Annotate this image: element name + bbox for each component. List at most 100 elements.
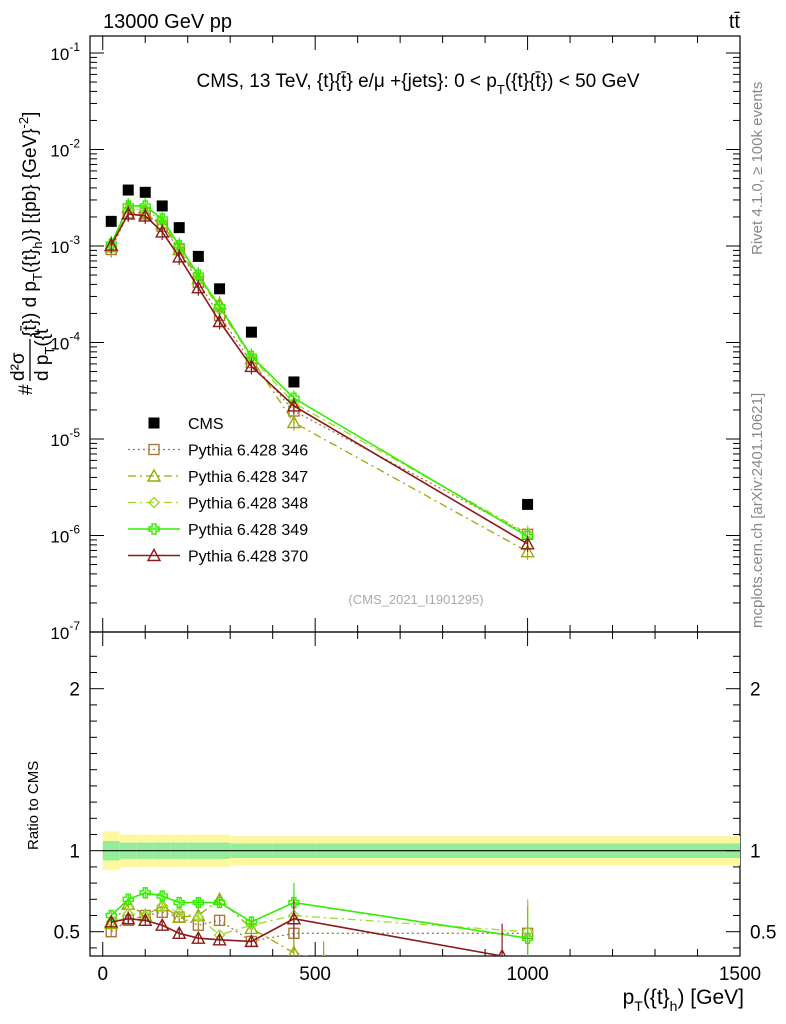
ylabel-frac-den: d pT({t xyxy=(32,328,57,381)
ylabel-frac-num: d²σ xyxy=(8,352,29,381)
main-point xyxy=(121,206,136,220)
main-series-4 xyxy=(105,197,534,545)
ratio-point xyxy=(139,887,151,899)
ratio-series-line xyxy=(111,917,503,956)
main-point xyxy=(286,415,302,429)
main-ytick-label: 10-3 xyxy=(50,233,80,257)
main-point xyxy=(520,536,535,550)
ratio-point xyxy=(122,893,134,905)
main-series-line xyxy=(110,213,528,545)
ratio-ytick-label: 1 xyxy=(69,842,80,863)
main-point xyxy=(288,376,300,388)
main-series-1 xyxy=(105,204,534,543)
main-point xyxy=(244,358,259,373)
legend-label: CMS xyxy=(188,416,224,433)
ratio-point xyxy=(191,930,206,944)
main-panel: 10-7 10-6 10-5 10-4 10-3 10-2 10-1 CMS, 13 TeV… xyxy=(8,35,741,643)
legend-marker xyxy=(148,417,160,429)
main-series-line xyxy=(110,206,528,553)
main-ylabel: # d²σ d pT({t {t̄}) d pT({t}h)} [{pb} {G… xyxy=(8,112,57,395)
ratio-point xyxy=(172,909,187,923)
main-point xyxy=(245,326,257,338)
ratio-point xyxy=(213,896,226,909)
main-point xyxy=(138,208,153,222)
ratio-frame xyxy=(89,631,741,957)
ratio-xtick-label: 1000 xyxy=(506,964,548,985)
main-ytick-label: 10-2 xyxy=(50,136,80,160)
main-point xyxy=(520,544,535,558)
main-point xyxy=(191,280,206,294)
ylabel-hash: # xyxy=(16,384,37,395)
main-frame xyxy=(89,35,741,633)
main-point xyxy=(139,200,151,212)
main-series-3 xyxy=(105,201,534,542)
main-point xyxy=(192,250,204,262)
legend-marker xyxy=(146,548,162,562)
ratio-ticks: 0.5 0.5 1 1 2 2 0 500 1000 1500 xyxy=(54,632,776,985)
main-point xyxy=(139,186,151,198)
main-ytick-label: 10-7 xyxy=(50,619,80,643)
main-point xyxy=(212,314,227,328)
legend: CMS Pythia 6.428 346 Pythia 6.428 347 Pythi… xyxy=(128,416,308,566)
ratio-xtick-label: 0 xyxy=(97,964,108,985)
ratio-point xyxy=(192,896,205,909)
main-point xyxy=(213,300,226,313)
main-series-0 xyxy=(105,184,534,510)
ratio-point xyxy=(121,911,136,925)
ratio-series-4 xyxy=(104,899,507,956)
mcplots-label: mcplots.cern.ch [arXiv:2401.10621] xyxy=(749,393,766,628)
ratio-point xyxy=(286,911,302,925)
ratio-point xyxy=(104,914,119,928)
legend-label: Pythia 6.428 370 xyxy=(188,549,308,566)
rivet-label: Rivet 4.1.0, ≥ 100k events xyxy=(749,82,766,255)
ratio-point xyxy=(245,916,258,928)
legend-marker xyxy=(148,496,160,509)
main-title: CMS, 13 TeV, {t}{t̄} e/μ +{jets}: 0 < pT… xyxy=(196,71,639,97)
main-point xyxy=(172,249,187,263)
ratio-ylabel: Ratio to CMS xyxy=(25,761,42,850)
ratio-ytick-label-right: 0.5 xyxy=(750,923,776,944)
main-point xyxy=(245,350,258,362)
main-y-ticks: 10-7 10-6 10-5 10-4 10-3 10-2 10-1 xyxy=(50,36,741,643)
main-point xyxy=(155,224,170,238)
ratio-point xyxy=(288,896,300,909)
legend-label: Pythia 6.428 348 xyxy=(188,496,308,513)
legend-marker xyxy=(146,468,162,482)
ratio-point xyxy=(172,925,187,940)
ratio-point xyxy=(244,933,259,948)
main-point xyxy=(104,237,119,251)
ratio-xtick-label: 500 xyxy=(299,964,331,985)
main-point xyxy=(173,239,185,252)
legend-label: Pythia 6.428 349 xyxy=(188,522,308,539)
ratio-point xyxy=(156,890,168,902)
main-ytick-label: 10-5 xyxy=(50,426,80,450)
main-series xyxy=(104,184,535,560)
main-point xyxy=(192,269,205,281)
ratio-point xyxy=(212,932,227,946)
main-point xyxy=(156,200,168,212)
main-ytick-label: 10-1 xyxy=(50,40,80,64)
main-series-line xyxy=(110,208,528,535)
legend-marker xyxy=(148,443,160,456)
ratio-series-line xyxy=(110,891,528,939)
watermark: (CMS_2021_I1901295) xyxy=(348,592,483,607)
ratio-ytick-label: 0.5 xyxy=(54,923,80,944)
ratio-band xyxy=(102,831,740,871)
ratio-point xyxy=(288,945,300,956)
header-right: tt̄ xyxy=(729,11,741,33)
main-point xyxy=(214,283,226,295)
main-point xyxy=(105,215,117,227)
ratio-point xyxy=(173,906,186,919)
ratio-series xyxy=(104,883,534,956)
main-series-5 xyxy=(104,205,535,552)
main-ytick-label: 10-6 xyxy=(50,522,80,546)
ratio-point xyxy=(155,917,170,931)
ratio-series-line xyxy=(110,911,528,943)
main-series-line xyxy=(110,212,528,535)
x-axis-label: pT({t}h) [GeV] xyxy=(623,986,744,1014)
main-series-line xyxy=(110,205,528,538)
main-point xyxy=(156,213,168,225)
ratio-point xyxy=(498,948,507,956)
ratio-xtick-label: 1500 xyxy=(719,964,761,985)
